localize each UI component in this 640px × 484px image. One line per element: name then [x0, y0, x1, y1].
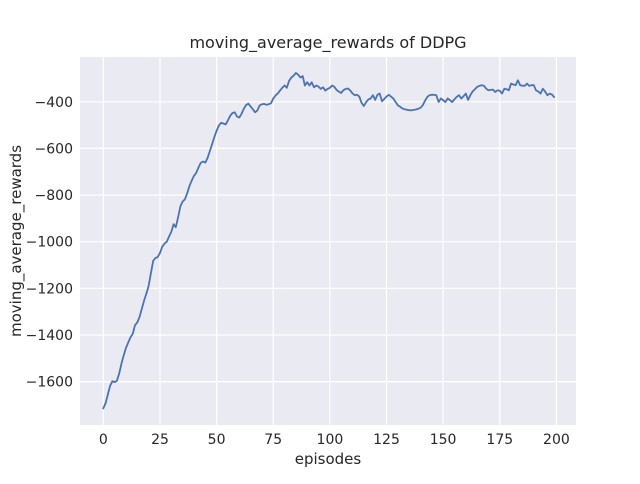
x-tick-label: 150 — [430, 432, 457, 448]
x-tick-label: 0 — [99, 432, 108, 448]
x-tick-labels: 0 25 50 75 100 125 150 175 200 — [99, 432, 570, 448]
chart-title: moving_average_rewards of DDPG — [189, 33, 466, 53]
y-tick-labels: −400 −600 −800 −1000 −1200 −1400 −1600 — [26, 95, 73, 391]
x-axis-label: episodes — [295, 450, 362, 468]
y-tick-label: −1200 — [26, 281, 73, 297]
x-tick-label: 25 — [151, 432, 169, 448]
x-tick-label: 50 — [208, 432, 226, 448]
y-tick-label: −400 — [35, 95, 73, 111]
plot-area — [80, 57, 576, 425]
x-tick-label: 100 — [317, 432, 344, 448]
series-line-moving-average-rewards — [102, 72, 555, 410]
x-tick-label: 75 — [264, 432, 282, 448]
y-tick-label: −800 — [35, 188, 73, 204]
y-tick-label: −1000 — [26, 235, 73, 251]
x-tick-label: 200 — [543, 432, 570, 448]
gridlines — [80, 57, 576, 425]
x-tick-label: 125 — [373, 432, 400, 448]
y-axis-label: moving_average_rewards — [7, 145, 26, 337]
y-tick-label: −600 — [35, 141, 73, 157]
x-tick-label: 175 — [486, 432, 513, 448]
y-tick-label: −1400 — [26, 328, 73, 344]
series-group — [102, 72, 555, 410]
y-tick-label: −1600 — [26, 375, 73, 391]
